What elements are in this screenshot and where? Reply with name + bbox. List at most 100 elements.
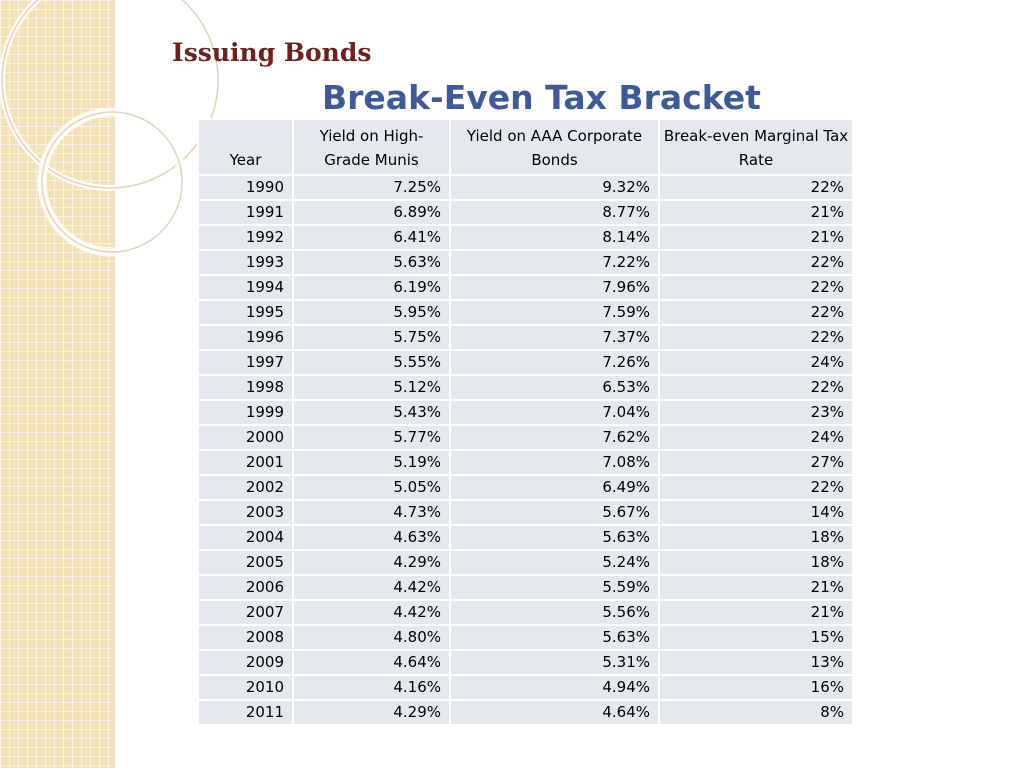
cell-corporate-yield: 7.26% xyxy=(449,349,660,376)
cell-corporate-yield: 5.63% xyxy=(449,624,660,651)
cell-corporate-yield: 5.24% xyxy=(449,549,660,576)
cell-break-even-rate: 15% xyxy=(658,624,854,651)
cell-break-even-rate: 22% xyxy=(658,274,854,301)
header-break-even-rate: Break-even Marginal Tax Rate xyxy=(658,118,854,176)
table-row: 1998 5.12% 6.53% 22% xyxy=(197,374,854,401)
cell-corporate-yield: 7.08% xyxy=(449,449,660,476)
cell-muni-yield: 4.73% xyxy=(292,499,451,526)
cell-break-even-rate: 21% xyxy=(658,224,854,251)
cell-year: 2005 xyxy=(197,549,294,576)
table-row: 1992 6.41% 8.14% 21% xyxy=(197,224,854,251)
cell-break-even-rate: 22% xyxy=(658,474,854,501)
table-row: 1990 7.25% 9.32% 22% xyxy=(197,174,854,201)
table-row: 1993 5.63% 7.22% 22% xyxy=(197,249,854,276)
cell-year: 1998 xyxy=(197,374,294,401)
cell-muni-yield: 5.63% xyxy=(292,249,451,276)
cell-corporate-yield: 5.63% xyxy=(449,524,660,551)
cell-break-even-rate: 24% xyxy=(658,349,854,376)
cell-year: 1995 xyxy=(197,299,294,326)
cell-year: 1999 xyxy=(197,399,294,426)
cell-year: 1994 xyxy=(197,274,294,301)
decorative-side-strip xyxy=(0,0,113,768)
cell-corporate-yield: 8.14% xyxy=(449,224,660,251)
cell-year: 2000 xyxy=(197,424,294,451)
decorative-circles xyxy=(0,0,221,257)
cell-corporate-yield: 7.59% xyxy=(449,299,660,326)
cell-muni-yield: 5.43% xyxy=(292,399,451,426)
side-strip-edge xyxy=(113,0,116,768)
table-row: 2011 4.29% 4.64% 8% xyxy=(197,699,854,726)
cell-muni-yield: 4.63% xyxy=(292,524,451,551)
table-row: 2001 5.19% 7.08% 27% xyxy=(197,449,854,476)
cell-break-even-rate: 22% xyxy=(658,174,854,201)
table-row: 2003 4.73% 5.67% 14% xyxy=(197,499,854,526)
cell-break-even-rate: 24% xyxy=(658,424,854,451)
cell-year: 1996 xyxy=(197,324,294,351)
cell-year: 1992 xyxy=(197,224,294,251)
cell-muni-yield: 6.41% xyxy=(292,224,451,251)
cell-year: 2001 xyxy=(197,449,294,476)
cell-muni-yield: 5.77% xyxy=(292,424,451,451)
cell-muni-yield: 4.29% xyxy=(292,549,451,576)
cell-corporate-yield: 8.77% xyxy=(449,199,660,226)
cell-year: 2004 xyxy=(197,524,294,551)
cell-year: 1993 xyxy=(197,249,294,276)
cell-muni-yield: 5.12% xyxy=(292,374,451,401)
cell-corporate-yield: 7.96% xyxy=(449,274,660,301)
cell-break-even-rate: 22% xyxy=(658,324,854,351)
cell-break-even-rate: 16% xyxy=(658,674,854,701)
table-row: 2010 4.16% 4.94% 16% xyxy=(197,674,854,701)
table-row: 2006 4.42% 5.59% 21% xyxy=(197,574,854,601)
cell-muni-yield: 4.16% xyxy=(292,674,451,701)
slide-title: Break-Even Tax Bracket xyxy=(322,78,761,117)
table-row: 2002 5.05% 6.49% 22% xyxy=(197,474,854,501)
table-row: 2000 5.77% 7.62% 24% xyxy=(197,424,854,451)
cell-muni-yield: 4.29% xyxy=(292,699,451,726)
cell-break-even-rate: 27% xyxy=(658,449,854,476)
cell-break-even-rate: 21% xyxy=(658,199,854,226)
table-row: 1994 6.19% 7.96% 22% xyxy=(197,274,854,301)
cell-year: 2006 xyxy=(197,574,294,601)
cell-break-even-rate: 23% xyxy=(658,399,854,426)
cell-break-even-rate: 21% xyxy=(658,599,854,626)
cell-muni-yield: 5.75% xyxy=(292,324,451,351)
header-row: Year Yield on High-Grade Munis Yield on … xyxy=(197,118,854,176)
cell-corporate-yield: 6.49% xyxy=(449,474,660,501)
table-row: 2008 4.80% 5.63% 15% xyxy=(197,624,854,651)
cell-year: 2010 xyxy=(197,674,294,701)
break-even-table: Year Yield on High-Grade Munis Yield on … xyxy=(197,118,854,726)
cell-break-even-rate: 22% xyxy=(658,299,854,326)
cell-corporate-yield: 7.04% xyxy=(449,399,660,426)
cell-muni-yield: 5.55% xyxy=(292,349,451,376)
cell-break-even-rate: 22% xyxy=(658,374,854,401)
cell-muni-yield: 7.25% xyxy=(292,174,451,201)
cell-corporate-yield: 6.53% xyxy=(449,374,660,401)
cell-year: 1997 xyxy=(197,349,294,376)
header-year: Year xyxy=(197,118,294,176)
cell-corporate-yield: 5.67% xyxy=(449,499,660,526)
slide-subtitle: Issuing Bonds xyxy=(172,38,372,67)
cell-break-even-rate: 22% xyxy=(658,249,854,276)
cell-year: 1991 xyxy=(197,199,294,226)
cell-break-even-rate: 18% xyxy=(658,524,854,551)
table-row: 2009 4.64% 5.31% 13% xyxy=(197,649,854,676)
header-muni-yield: Yield on High-Grade Munis xyxy=(292,118,451,176)
table-row: 1995 5.95% 7.59% 22% xyxy=(197,299,854,326)
cell-break-even-rate: 14% xyxy=(658,499,854,526)
cell-corporate-yield: 7.62% xyxy=(449,424,660,451)
table-row: 2004 4.63% 5.63% 18% xyxy=(197,524,854,551)
cell-corporate-yield: 5.31% xyxy=(449,649,660,676)
table-row: 1997 5.55% 7.26% 24% xyxy=(197,349,854,376)
cell-year: 2003 xyxy=(197,499,294,526)
cell-year: 2009 xyxy=(197,649,294,676)
table-row: 1996 5.75% 7.37% 22% xyxy=(197,324,854,351)
cell-year: 2007 xyxy=(197,599,294,626)
cell-muni-yield: 6.89% xyxy=(292,199,451,226)
cell-muni-yield: 5.95% xyxy=(292,299,451,326)
cell-muni-yield: 4.80% xyxy=(292,624,451,651)
cell-corporate-yield: 7.37% xyxy=(449,324,660,351)
cell-muni-yield: 5.05% xyxy=(292,474,451,501)
table-row: 2007 4.42% 5.56% 21% xyxy=(197,599,854,626)
cell-break-even-rate: 21% xyxy=(658,574,854,601)
cell-year: 2002 xyxy=(197,474,294,501)
